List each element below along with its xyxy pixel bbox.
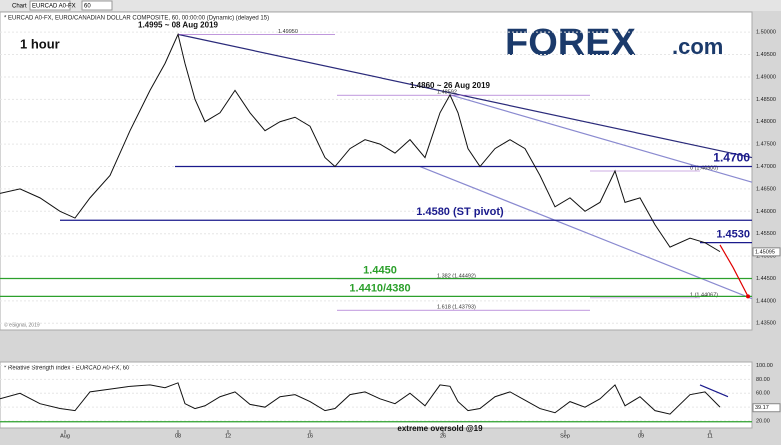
x-tick-label: Sep [560, 433, 570, 439]
x-tick-label: 11 [707, 433, 713, 439]
price-line [0, 382, 721, 415]
y-tick-label: 80.00 [756, 377, 770, 383]
fib-label: 0 (1.46900) [690, 165, 718, 171]
last-box [752, 403, 781, 413]
rsi-trendline [699, 384, 729, 398]
last-label: 1.45095 [755, 249, 775, 255]
last-box [752, 247, 781, 257]
subtitle: * EURCAD A0-FX, EURO/CANADIAN DOLLAR COM… [4, 16, 269, 22]
projection [719, 244, 749, 297]
interval[interactable]: 60 [84, 4, 91, 10]
annotation: 1.4995 ~ 08 Aug 2019 [138, 21, 219, 30]
x-tick-label: 09 [638, 433, 644, 439]
x-tick-label: 08 [175, 433, 181, 439]
logo-suffix: .com [672, 34, 723, 59]
y-tick-label: 1.48000 [756, 119, 776, 125]
fib-label: 1.48592 [437, 90, 457, 96]
y-tick-label: 1.44500 [756, 276, 776, 282]
symbol-box[interactable] [29, 0, 71, 11]
level-label: 1.4450 [363, 264, 397, 276]
oversold-label: extreme oversold @19 [397, 424, 483, 433]
y-tick-label: 60.00 [756, 391, 770, 397]
fib-label: 1.382 (1.44492) [437, 273, 476, 279]
fib-label: 1.618 (1.43793) [437, 305, 476, 311]
fib-label: 1 (1.44067) [690, 292, 718, 298]
y-tick-label: 1.48500 [756, 97, 776, 103]
y-tick-label: 1.49000 [756, 74, 776, 80]
y-tick-label: 1.43500 [756, 321, 776, 327]
level-label: 1.4410/4380 [349, 282, 410, 294]
y-tick-label: 1.49500 [756, 52, 776, 58]
y-tick-label: 1.50000 [756, 30, 776, 36]
y-tick-label: 20.00 [756, 419, 770, 425]
rsi-panel [0, 361, 753, 429]
y-tick-label: 1.46500 [756, 186, 776, 192]
logo-brand: FOREX [505, 22, 637, 64]
interval-box[interactable] [81, 0, 113, 11]
level-label: 1.4580 (ST pivot) [416, 206, 504, 218]
symbol[interactable]: EURCAD A0-FX [32, 4, 76, 10]
trendline [419, 165, 753, 300]
level-label: 1.4700 [713, 151, 750, 165]
price-line [0, 32, 721, 253]
credit: © eSignal, 2019 [4, 321, 40, 328]
y-tick-label: 1.45500 [756, 231, 776, 237]
trendline [177, 33, 753, 159]
level-label: 1.4530 [716, 229, 750, 241]
x-tick-label: 12 [225, 433, 231, 439]
y-tick-label: 100.00 [756, 363, 773, 369]
toolbar [0, 0, 781, 11]
projection-end [746, 294, 750, 299]
tab[interactable]: Chart [12, 4, 27, 10]
fib-label: 1.49950 [278, 29, 298, 35]
x-tick-label: 26 [440, 433, 446, 439]
x-tick-label: Aug [60, 433, 70, 439]
last-label: 39.17 [755, 405, 769, 411]
chart-title: 1 hour [20, 36, 60, 51]
y-tick-label: 1.47000 [756, 164, 776, 170]
y-tick-label: 1.46000 [756, 209, 776, 215]
y-tick-label: 1.47500 [756, 142, 776, 148]
rsi-title: * Relative Strength Index - EURCAD A0-FX… [4, 366, 130, 372]
x-tick-label: 16 [307, 433, 313, 439]
y-tick-label: 1.45000 [756, 254, 776, 260]
trendline [449, 94, 753, 183]
y-tick-label: 1.44000 [756, 298, 776, 304]
annotation: 1.4860 ~ 26 Aug 2019 [410, 81, 491, 90]
